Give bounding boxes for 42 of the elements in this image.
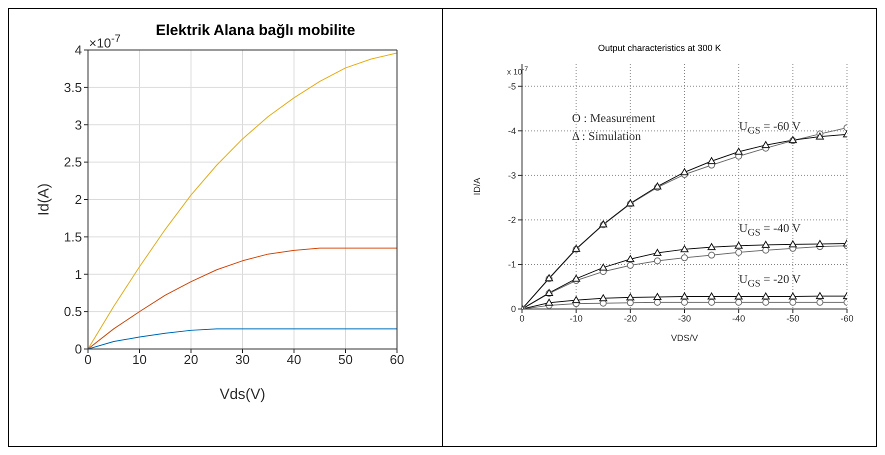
y-tick-label: 2: [74, 192, 82, 208]
x-tick-label: 0: [84, 352, 92, 368]
x-tick-label: 60: [390, 352, 404, 368]
y-tick-label: 0: [510, 304, 516, 314]
y-tick-label: -5: [508, 81, 516, 92]
annotation: O : Measurement: [572, 111, 656, 125]
x-axis-title: Vds(V): [220, 386, 266, 403]
y-tick-label: 1.5: [64, 229, 82, 244]
y-axis-title: Id(A): [35, 183, 52, 216]
x-tick-label: 0: [519, 313, 525, 324]
y-tick-label: 4: [74, 42, 82, 58]
y-tick-label: 0: [74, 342, 82, 357]
y-tick-label: 3: [74, 117, 82, 132]
annotation: U$_{GS}$ = -60 V: [739, 119, 801, 136]
y-tick-label: -2: [508, 215, 516, 226]
annotation: ×10$^{-7}$: [89, 33, 121, 50]
x-tick-label: 20: [184, 352, 198, 368]
y-tick-label: -3: [508, 170, 516, 181]
x-tick-label: -30: [678, 313, 692, 324]
x-tick-label: 30: [235, 352, 250, 368]
x-axis-title: VDS/V: [670, 333, 698, 343]
x-tick-label: 10: [132, 352, 147, 368]
x-tick-label: -60: [840, 313, 854, 324]
chart-title: Elektrik Alana bağlı mobilite: [156, 22, 356, 39]
x-tick-label: 50: [338, 352, 353, 368]
x-tick-label: -10: [570, 313, 583, 324]
x-tick-label: -50: [786, 313, 800, 324]
x-tick-label: 40: [286, 352, 302, 368]
y-tick-label: 1: [74, 266, 82, 282]
annotation: x 10$^{-7}$: [507, 66, 528, 77]
y-tick-label: -1: [508, 260, 516, 270]
y-tick-label: 2.5: [64, 154, 82, 170]
y-axis-title: ID/A: [472, 178, 482, 196]
y-tick-label: -4: [508, 126, 516, 136]
y-tick-label: 0.5: [64, 304, 82, 320]
x-tick-label: -40: [732, 313, 746, 324]
annotation: Δ : Simulation: [572, 129, 642, 143]
annotation: U$_{GS}$ = -40 V: [739, 221, 801, 238]
annotation: U$_{GS}$ = -20 V: [739, 272, 801, 290]
x-tick-label: -20: [624, 313, 637, 324]
chart-title: Output characteristics at 300 K: [596, 43, 722, 53]
y-tick-label: 3.5: [64, 80, 82, 95]
